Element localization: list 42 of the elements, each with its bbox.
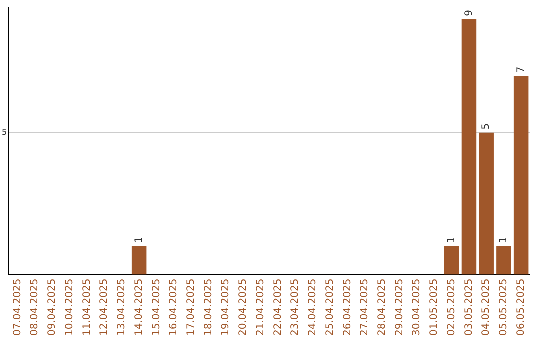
- data-label: 9: [464, 10, 475, 16]
- data-label: 1: [134, 236, 145, 244]
- x-tick-label: 09.04.2025: [47, 278, 58, 336]
- x-tick-label: 12.04.2025: [99, 278, 110, 336]
- x-tick-label: 20.04.2025: [238, 278, 250, 336]
- x-tick-label: 15.04.2025: [151, 278, 162, 336]
- x-tick-label: 30.04.2025: [412, 278, 423, 336]
- data-label: 7: [516, 66, 527, 74]
- x-tick-label: 18.04.2025: [203, 278, 214, 336]
- x-tick-label: 16.04.2025: [168, 278, 180, 336]
- bar: [479, 132, 494, 275]
- x-tick-label: 05.05.2025: [498, 278, 510, 336]
- data-label: 5: [481, 123, 492, 130]
- bar: [496, 246, 512, 275]
- x-tick-label: 25.04.2025: [324, 278, 336, 336]
- x-tick-label: 23.04.2025: [290, 278, 302, 336]
- x-tick-label: 03.05.2025: [464, 278, 475, 336]
- x-tick-label: 29.04.2025: [394, 278, 406, 336]
- x-tick-label: 11.04.2025: [82, 278, 93, 336]
- x-tick-label: 01.05.2025: [429, 278, 440, 336]
- x-tick-label: 26.04.2025: [342, 278, 354, 336]
- x-tick-label: 27.04.2025: [360, 278, 371, 336]
- x-tick-label: 22.04.2025: [272, 278, 284, 336]
- bar: [132, 246, 147, 275]
- x-tick-label: 17.04.2025: [186, 278, 197, 336]
- x-tick-label: 07.04.2025: [12, 278, 24, 336]
- bar: [514, 76, 529, 275]
- x-tick-label: 19.04.2025: [220, 278, 232, 336]
- x-tick-label: 08.04.2025: [30, 278, 41, 336]
- x-tick-label: 28.04.2025: [377, 278, 388, 336]
- x-tick-label: 02.05.2025: [446, 278, 458, 336]
- bar: [444, 246, 460, 275]
- x-tick-label: 06.05.2025: [516, 278, 527, 336]
- x-tick-label: 14.04.2025: [134, 278, 145, 336]
- x-tick-label: 21.04.2025: [255, 278, 266, 336]
- x-tick-label: 10.04.2025: [64, 278, 76, 336]
- data-label: 1: [498, 236, 510, 244]
- bar: [462, 19, 477, 275]
- x-tick-label: 24.04.2025: [308, 278, 319, 336]
- x-tick-label: 04.05.2025: [481, 278, 492, 336]
- x-tick-label: 13.04.2025: [116, 278, 128, 336]
- data-label: 1: [446, 236, 458, 244]
